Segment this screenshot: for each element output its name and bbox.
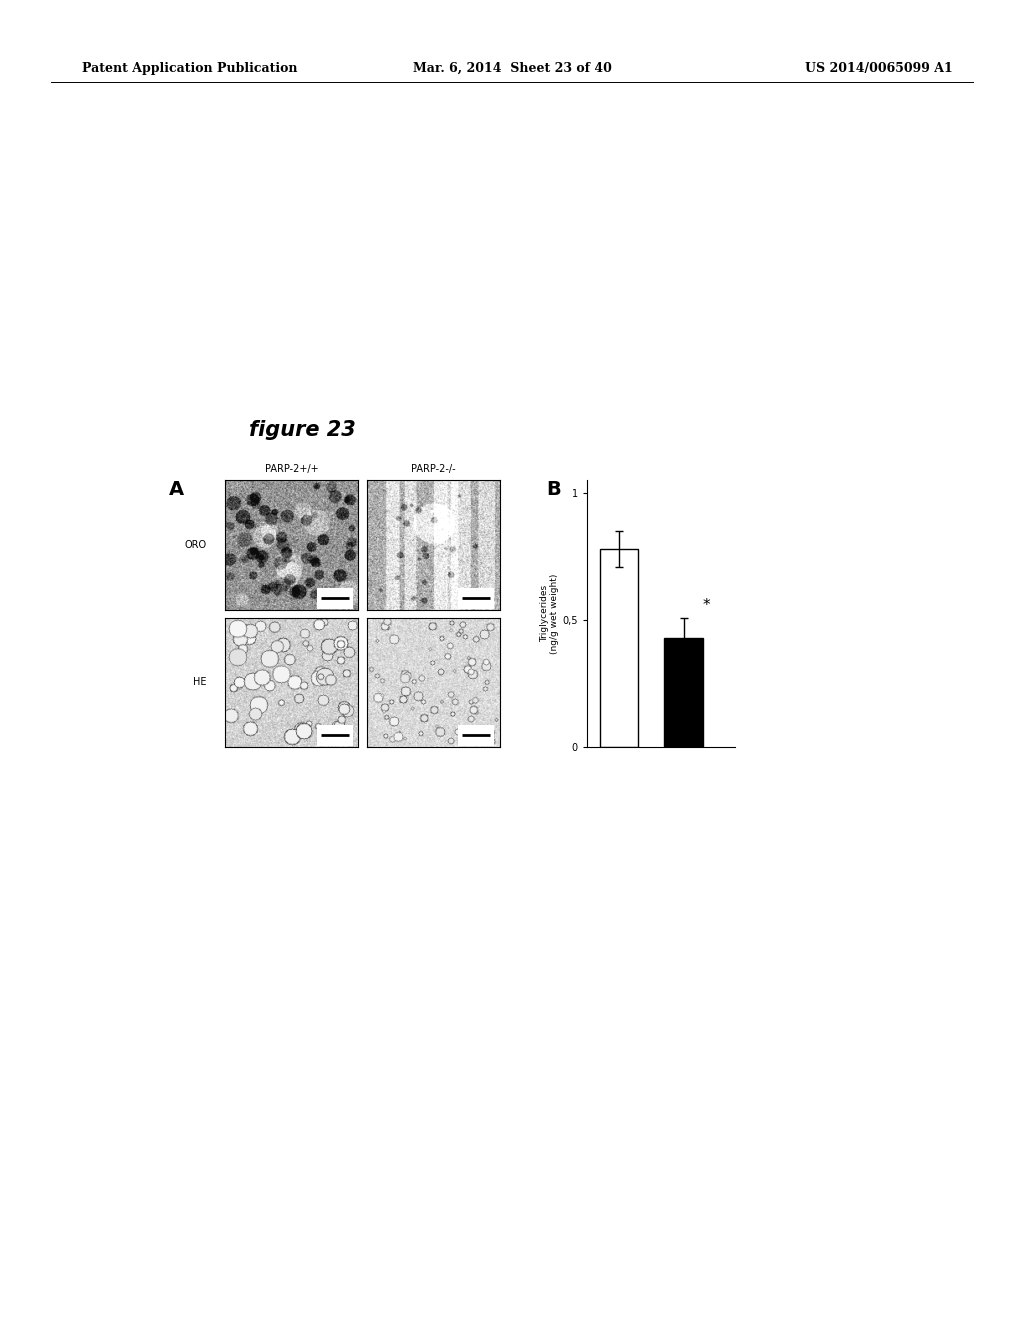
Text: *: * (702, 598, 710, 612)
Text: PARP-2-/-: PARP-2-/- (411, 463, 456, 474)
Text: HE: HE (194, 677, 207, 688)
Bar (317, 587, 353, 609)
Text: Mar. 6, 2014  Sheet 23 of 40: Mar. 6, 2014 Sheet 23 of 40 (413, 62, 611, 75)
Text: A: A (169, 480, 184, 499)
Text: PARP-2+/+: PARP-2+/+ (265, 463, 318, 474)
Bar (317, 725, 353, 746)
Text: ORO: ORO (184, 540, 207, 550)
Bar (665, 638, 702, 747)
Bar (600, 549, 638, 747)
Y-axis label: Triglycerides
(ng/g wet weight): Triglycerides (ng/g wet weight) (540, 574, 559, 653)
Text: B: B (546, 480, 560, 499)
Bar (459, 587, 495, 609)
Text: figure 23: figure 23 (249, 420, 355, 440)
Bar (459, 725, 495, 746)
Text: Patent Application Publication: Patent Application Publication (82, 62, 297, 75)
Text: US 2014/0065099 A1: US 2014/0065099 A1 (805, 62, 952, 75)
